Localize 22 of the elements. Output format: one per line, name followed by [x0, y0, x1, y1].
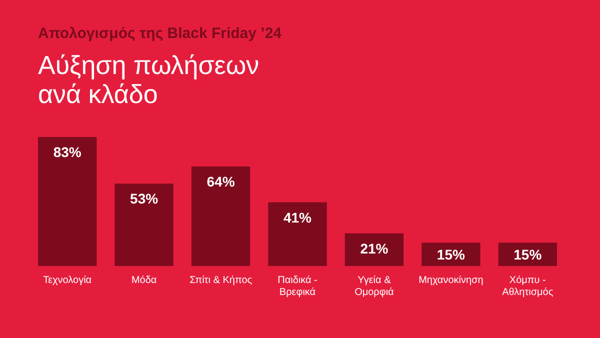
data-label: 53%: [130, 190, 159, 207]
data-label: 64%: [206, 174, 236, 190]
data-label: 15%: [436, 246, 466, 262]
bar: [422, 242, 480, 266]
chart-title: Απολογισμός της Black Friday ’24: [38, 25, 282, 42]
x-tick-label: Μόδα: [131, 275, 157, 286]
data-label: 41%: [283, 209, 312, 226]
x-tick-label: Σπίτι & Κήπος: [189, 275, 252, 286]
bar: [38, 137, 97, 266]
data-label: 83%: [53, 144, 82, 160]
x-tick-label: Χόμπυ - Αθλητισμός: [502, 275, 554, 298]
data-label: 15%: [514, 246, 542, 262]
x-tick-label: Παιδικά - Βρεφικά: [278, 275, 318, 298]
bar: [191, 166, 250, 266]
bar: [114, 184, 174, 266]
data-label: 21%: [360, 240, 389, 256]
x-tick-label: Υγεία & Ομορφιά: [354, 275, 394, 298]
bar: [268, 202, 327, 266]
x-tick-label: Τεχνολογία: [43, 275, 92, 286]
x-tick-label: Μηχανοκίνηση: [418, 275, 484, 286]
bar: [344, 233, 404, 266]
chart-subtitle: Αύξηση πωλήσεων ανά κλάδο: [38, 50, 260, 109]
